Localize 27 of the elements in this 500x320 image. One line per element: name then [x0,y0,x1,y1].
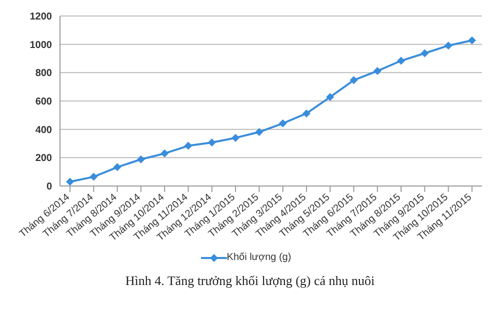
y-tick-label: 800 [35,68,52,80]
point [397,56,406,65]
point [444,42,452,50]
point [373,66,382,75]
point [184,142,192,150]
point [255,128,264,136]
point [208,138,216,147]
point [326,93,334,102]
y-tick-label: 400 [35,124,52,136]
y-tick-label: 0 [46,182,52,193]
point [420,49,429,58]
point [113,163,122,172]
y-tick-label: 1200 [30,12,52,23]
y-tick-label: 1000 [30,40,52,51]
point [350,76,358,84]
point [90,172,98,181]
point [136,155,145,164]
point [278,119,287,128]
legend-label: Khối lượng (g) [226,252,292,263]
point [160,149,169,158]
text: Hình 4. Tăng trưởng khối lượng (g) cá nhụ nuôi [124,273,376,289]
point [232,134,240,142]
y-tick-label: 600 [35,96,52,108]
point [302,109,310,118]
y-tick-label: 200 [35,153,52,164]
point [468,36,476,44]
point [66,178,74,186]
